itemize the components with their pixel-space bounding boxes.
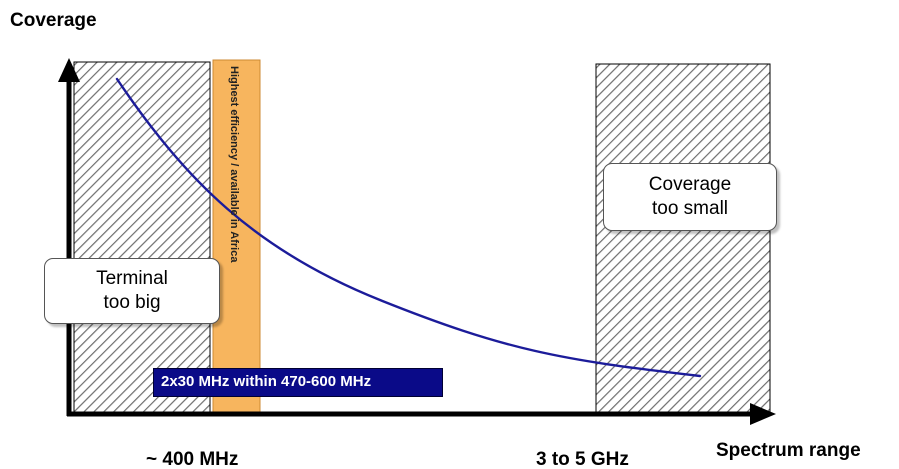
y-axis-title: Coverage xyxy=(10,10,97,31)
x-tick-label-400mhz: ~ 400 MHz xyxy=(146,449,239,469)
callout-right-line-2: too small xyxy=(651,198,729,219)
hatched-region-right xyxy=(595,63,771,415)
callout-terminal-too-big: Terminal too big xyxy=(44,258,220,324)
optimal-band xyxy=(212,59,261,415)
band-allocation-label: 2x30 MHz within 470-600 MHz xyxy=(153,368,443,397)
y-axis-arrowhead xyxy=(58,58,80,82)
hatched-region-left xyxy=(73,61,211,415)
callout-right-line-1: Coverage xyxy=(648,174,732,195)
x-axis-arrowhead xyxy=(750,403,776,425)
x-axis-title: Spectrum range xyxy=(716,440,861,461)
callout-left-line-1: Terminal xyxy=(96,268,168,289)
callout-coverage-too-small: Coverage too small xyxy=(603,163,777,231)
x-tick-label-3-5ghz: 3 to 5 GHz xyxy=(536,449,629,469)
callout-left-line-2: too big xyxy=(103,292,161,313)
coverage-curve xyxy=(115,77,702,378)
optimal-band-vertical-label: Highest efficiency / available in Africa xyxy=(228,66,240,263)
